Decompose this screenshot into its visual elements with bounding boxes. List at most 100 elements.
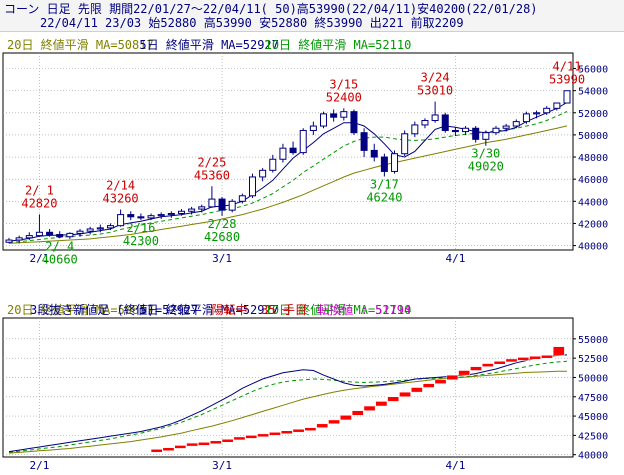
y-tick-label: 42500: [578, 431, 608, 442]
candle-body: [86, 228, 94, 232]
candle-body: [218, 198, 226, 211]
tlb-brick: [387, 396, 400, 402]
y-tick-label: 55000: [578, 335, 608, 346]
y-tick-label: 50000: [578, 373, 608, 384]
chart-header: コーン 日足 先限 期間22/01/27～22/04/11( 50)高53990…: [0, 0, 624, 32]
ma10-line: [8, 360, 568, 453]
tlb-brick: [269, 432, 281, 436]
tlb-brick: [316, 423, 329, 428]
legend-entry-ma20: 20日 終値平滑 MA=50817: [7, 37, 154, 52]
legend-entry-ma10: 10日 終値平滑 MA=52110: [265, 302, 412, 317]
low-annotation-value: 40660: [42, 252, 78, 266]
candle-body: [127, 214, 135, 218]
candle-body: [482, 132, 490, 140]
candle-body: [35, 231, 43, 237]
tlb-steps: 35 手目: [261, 303, 307, 317]
low-annotation-date: 2/ 4: [45, 239, 74, 253]
y-tick-label: 46000: [578, 175, 608, 186]
tlb-brick: [434, 379, 447, 384]
candle-body: [431, 114, 439, 122]
candlestick-chart: 40000 42000 44000 46000 48000 50000 52000 54000…: [2, 37, 608, 266]
instrument-summary: コーン 日足 先限 期間22/01/27～22/04/11( 50)高53990…: [4, 2, 538, 16]
candle-body: [411, 124, 419, 135]
y-tick-label: 47500: [578, 393, 608, 404]
candle-body: [522, 113, 530, 123]
y-tick-label: 45000: [578, 412, 608, 423]
candle-body: [167, 212, 175, 216]
high-annotation-value: 52400: [326, 90, 362, 104]
y-tick-label: 52500: [578, 354, 608, 365]
tlb-brick: [552, 346, 565, 356]
candle-body: [421, 120, 429, 126]
candle-body: [269, 158, 277, 171]
x-tick-label: 4/1: [445, 252, 465, 265]
legend-entry-ma10: 10日 終値平滑 MA=52110: [265, 37, 412, 52]
y-tick-label: 42000: [578, 219, 608, 230]
candle-body: [309, 125, 317, 131]
tlb-status: 陽転中: [212, 302, 248, 317]
legend-entry-ma5: 5日 終値平滑 MA=52927: [139, 37, 278, 52]
candle-body: [563, 90, 571, 104]
high-annotation-value: 42820: [21, 196, 57, 210]
x-tick-label: 3/1: [212, 459, 232, 472]
tlb-brick: [233, 436, 246, 441]
candle-body: [208, 198, 216, 208]
candle-body: [46, 231, 54, 236]
y-tick-label: 48000: [578, 153, 608, 164]
tlb-brick: [399, 391, 411, 398]
legend-entry-ma5: 5日 終値平滑 MA=52927: [139, 302, 278, 317]
tlb-label: 3段抜き新値足 (終値)=52927: [30, 302, 198, 317]
tlb-brick: [292, 428, 305, 433]
x-tick-label: 2/1: [29, 459, 49, 472]
tlb-brick: [363, 405, 376, 411]
candle-body: [340, 111, 348, 118]
tlb-brick: [174, 445, 187, 449]
y-tick-label: 44000: [578, 197, 608, 208]
candle-body: [96, 227, 104, 230]
y-tick-label: 50000: [578, 131, 608, 142]
candle-body: [188, 208, 196, 212]
high-annotation-value: 43260: [103, 191, 139, 205]
high-annotation-date: 3/15: [329, 77, 358, 91]
candle-body: [289, 147, 297, 154]
x-tick-label: 3/1: [212, 252, 232, 265]
high-annotation-value: 45360: [194, 168, 230, 182]
tlb-reversal-value: 転換値 : 51794: [317, 302, 411, 317]
candle-body: [533, 112, 541, 115]
legend-entry-ma20: 20日 終値平滑 MA=50817: [7, 302, 154, 317]
candle-body: [66, 232, 74, 238]
y-tick-label: 40000: [578, 451, 608, 462]
high-annotation-date: 2/ 1: [25, 183, 54, 197]
candle-body: [451, 129, 459, 133]
candle-body: [441, 114, 449, 131]
candle-body: [5, 239, 13, 243]
tlb-brick: [328, 419, 340, 425]
candle-body: [248, 176, 256, 197]
candle-body: [117, 214, 125, 227]
tlb-brick: [529, 355, 541, 360]
candle-body: [350, 111, 358, 134]
tlb-brick: [245, 435, 258, 439]
candle-body: [106, 225, 114, 229]
candle-body: [137, 216, 145, 219]
candle-body: [259, 169, 267, 178]
candle-body: [330, 113, 338, 118]
low-annotation-date: 3/17: [370, 178, 399, 192]
tlb-brick: [410, 387, 423, 393]
candle-body: [370, 149, 378, 158]
candle-body: [401, 133, 409, 155]
candle-body: [177, 210, 185, 214]
candle-body: [360, 132, 368, 151]
candle-body: [512, 121, 520, 127]
y-tick-label: 56000: [578, 64, 608, 75]
y-tick-label: 54000: [578, 87, 608, 98]
low-annotation-value: 49020: [468, 160, 504, 174]
candle-body: [147, 215, 155, 219]
tlb-brick: [162, 447, 175, 451]
last-bar-summary: 22/04/11 23/03 始52880 高53990 安52880 終539…: [40, 16, 464, 30]
y-tick-label: 52000: [578, 109, 608, 120]
low-annotation-date: 2/28: [208, 217, 237, 231]
tlb-brick: [150, 449, 163, 453]
candle-body: [198, 206, 206, 210]
